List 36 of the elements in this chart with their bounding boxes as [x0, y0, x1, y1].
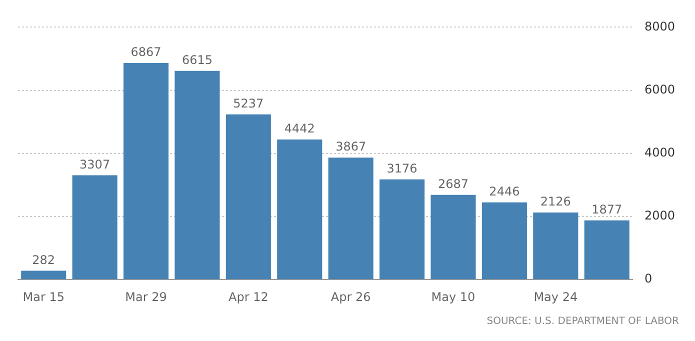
y-tick-label: 2000 [644, 208, 676, 223]
bar [21, 270, 66, 280]
bar [430, 194, 476, 280]
y-tick-label: 8000 [644, 19, 676, 34]
data-label: 6867 [130, 45, 162, 60]
x-tick-label: May 24 [534, 290, 578, 304]
bar [584, 220, 630, 280]
data-label: 2126 [540, 194, 571, 209]
data-label: 3867 [336, 140, 366, 154]
source-note: SOURCE: U.S. DEPARTMENT OF LABOR [486, 316, 680, 327]
bar [72, 175, 118, 280]
data-label: 1877 [592, 202, 622, 217]
x-tick-label: Apr 26 [330, 290, 371, 304]
bar [174, 70, 220, 280]
bar [380, 179, 425, 280]
y-tick-label: 6000 [644, 82, 676, 96]
x-tick-label: May 10 [431, 290, 476, 304]
x-tick-label: Mar 29 [125, 290, 167, 304]
data-label: 5237 [233, 96, 264, 110]
data-label: 3307 [80, 157, 110, 172]
x-tick-label: Mar 15 [22, 290, 64, 304]
bar [533, 212, 578, 280]
data-label: 2446 [489, 184, 520, 199]
y-tick-label: 4000 [644, 146, 676, 160]
y-tick-label: 0 [644, 272, 652, 286]
bar [328, 158, 374, 280]
data-label: 2687 [438, 176, 469, 191]
data-label: 4442 [284, 122, 315, 136]
data-label: 282 [32, 252, 56, 267]
bar [226, 114, 271, 280]
data-label: 3176 [386, 162, 418, 176]
x-tick-label: Apr 12 [228, 290, 268, 304]
bar [482, 202, 527, 280]
bar [277, 139, 322, 280]
bar [123, 62, 169, 280]
data-label: 6615 [182, 53, 212, 68]
